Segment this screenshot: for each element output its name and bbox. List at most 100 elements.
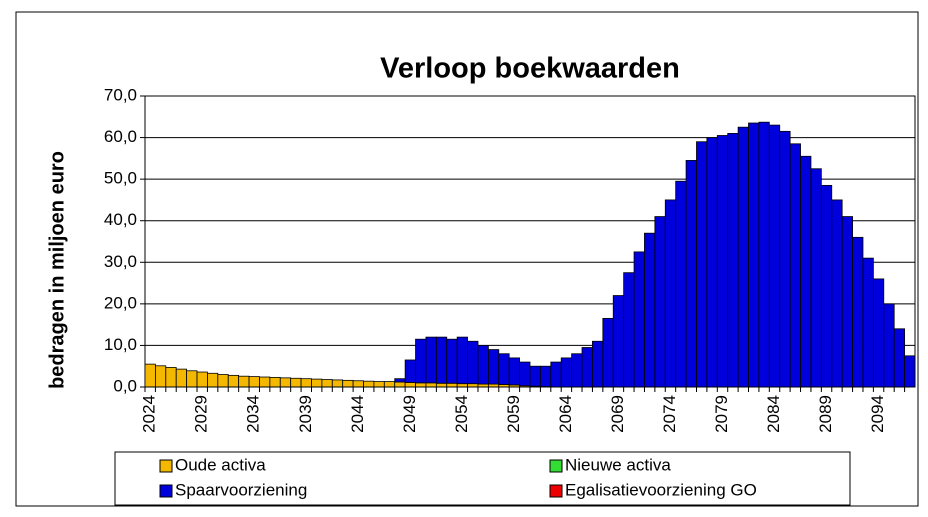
- x-tick-label: 2024: [140, 395, 159, 433]
- bar-segment: [623, 272, 635, 388]
- x-tick-label: 2074: [660, 395, 679, 433]
- bar-segment: [883, 303, 895, 388]
- bar-segment: [862, 257, 874, 388]
- x-tick-label: 2089: [816, 395, 835, 433]
- bar-segment: [664, 199, 677, 388]
- bar-segment: [893, 328, 905, 388]
- x-tick-label: 2034: [244, 395, 263, 433]
- bar-segment: [425, 336, 437, 384]
- legend-label: Nieuwe activa: [565, 455, 671, 474]
- bar-segment: [779, 130, 791, 388]
- bar-segment: [269, 377, 281, 388]
- bar-segment: [841, 216, 853, 388]
- y-tick-label: 0,0: [113, 376, 137, 395]
- bar-segment: [300, 378, 312, 388]
- x-tick-label: 2054: [452, 395, 471, 433]
- bar-segment: [696, 141, 708, 388]
- x-tick-label: 2059: [504, 395, 523, 433]
- bar-segment: [768, 124, 781, 388]
- bar-segment: [363, 380, 375, 388]
- bar-segment: [342, 379, 354, 388]
- legend-swatch: [159, 459, 173, 473]
- bar-segment: [685, 160, 697, 388]
- x-tick-label: 2094: [868, 395, 887, 433]
- x-tick-label: 2029: [192, 395, 211, 433]
- bar-segment: [394, 381, 406, 388]
- bar-segment: [248, 376, 260, 388]
- bar-segment: [435, 336, 448, 384]
- y-tick-label: 40,0: [104, 210, 137, 229]
- bar-segment: [592, 340, 604, 388]
- bar-segment: [404, 359, 416, 383]
- bar-segment: [467, 340, 479, 385]
- bar-segment: [716, 135, 729, 388]
- bar-segment: [352, 380, 364, 388]
- bar-segment: [175, 368, 188, 388]
- bar-segment: [290, 377, 302, 388]
- bar-segment: [800, 155, 812, 388]
- bar-segment: [155, 365, 167, 388]
- bar-segment: [633, 251, 645, 388]
- bar-segment: [186, 370, 198, 388]
- bar-segment: [831, 199, 843, 388]
- bar-segment: [217, 374, 229, 388]
- x-tick-label: 2079: [712, 395, 731, 433]
- bar-segment: [279, 377, 292, 388]
- bar-segment: [394, 378, 406, 383]
- bar-segment: [852, 236, 864, 388]
- bar-segment: [446, 382, 458, 388]
- bar-segment: [789, 143, 801, 388]
- bar-segment: [758, 121, 770, 388]
- y-tick-label: 10,0: [104, 335, 137, 354]
- bar-segment: [477, 345, 489, 385]
- bar-segment: [331, 379, 344, 388]
- bar-segment: [498, 353, 510, 385]
- bar-segment: [675, 180, 687, 388]
- y-axis-label: bedragen in miljoen euro: [46, 151, 68, 389]
- bar-segment: [602, 318, 614, 388]
- bar-segment: [415, 338, 427, 384]
- bar-segment: [446, 338, 458, 384]
- x-tick-label: 2039: [296, 395, 315, 433]
- bar-segment: [259, 376, 271, 388]
- bar-segment: [550, 361, 562, 388]
- bar-segment: [820, 184, 833, 388]
- bar-segment: [571, 353, 583, 388]
- bar-segment: [706, 137, 718, 388]
- bar-segment: [737, 126, 749, 388]
- bar-segment: [529, 365, 541, 387]
- bar-segment: [810, 168, 822, 388]
- y-tick-label: 60,0: [104, 127, 137, 146]
- bar-segment: [519, 361, 531, 387]
- bar-segment: [456, 336, 468, 385]
- x-tick-label: 2069: [608, 395, 627, 433]
- legend-label: Egalisatievoorziening GO: [565, 480, 757, 499]
- legend-label: Oude activa: [175, 455, 266, 474]
- bar-segment: [654, 216, 666, 388]
- y-tick-label: 50,0: [104, 169, 137, 188]
- bar-segment: [238, 375, 250, 388]
- y-tick-label: 70,0: [104, 85, 137, 104]
- x-tick-label: 2084: [764, 395, 783, 433]
- bar-segment: [425, 382, 437, 388]
- legend-swatch: [159, 484, 173, 498]
- bar-segment: [487, 349, 500, 385]
- x-tick-label: 2044: [348, 395, 367, 433]
- y-tick-label: 20,0: [104, 293, 137, 312]
- bar-segment: [748, 122, 760, 388]
- bar-segment: [415, 382, 427, 388]
- bar-segment: [383, 381, 396, 388]
- bar-segment: [373, 381, 385, 388]
- bar-segment: [872, 278, 885, 388]
- legend-swatch: [549, 459, 563, 473]
- legend-swatch: [549, 484, 563, 498]
- bar-segment: [727, 133, 739, 388]
- bar-segment: [165, 367, 177, 388]
- bar-segment: [540, 365, 552, 387]
- bar-segment: [144, 363, 156, 388]
- bar-segment: [644, 232, 656, 388]
- x-tick-label: 2064: [556, 395, 575, 433]
- bar-segment: [581, 347, 593, 388]
- bar-segment: [321, 379, 333, 388]
